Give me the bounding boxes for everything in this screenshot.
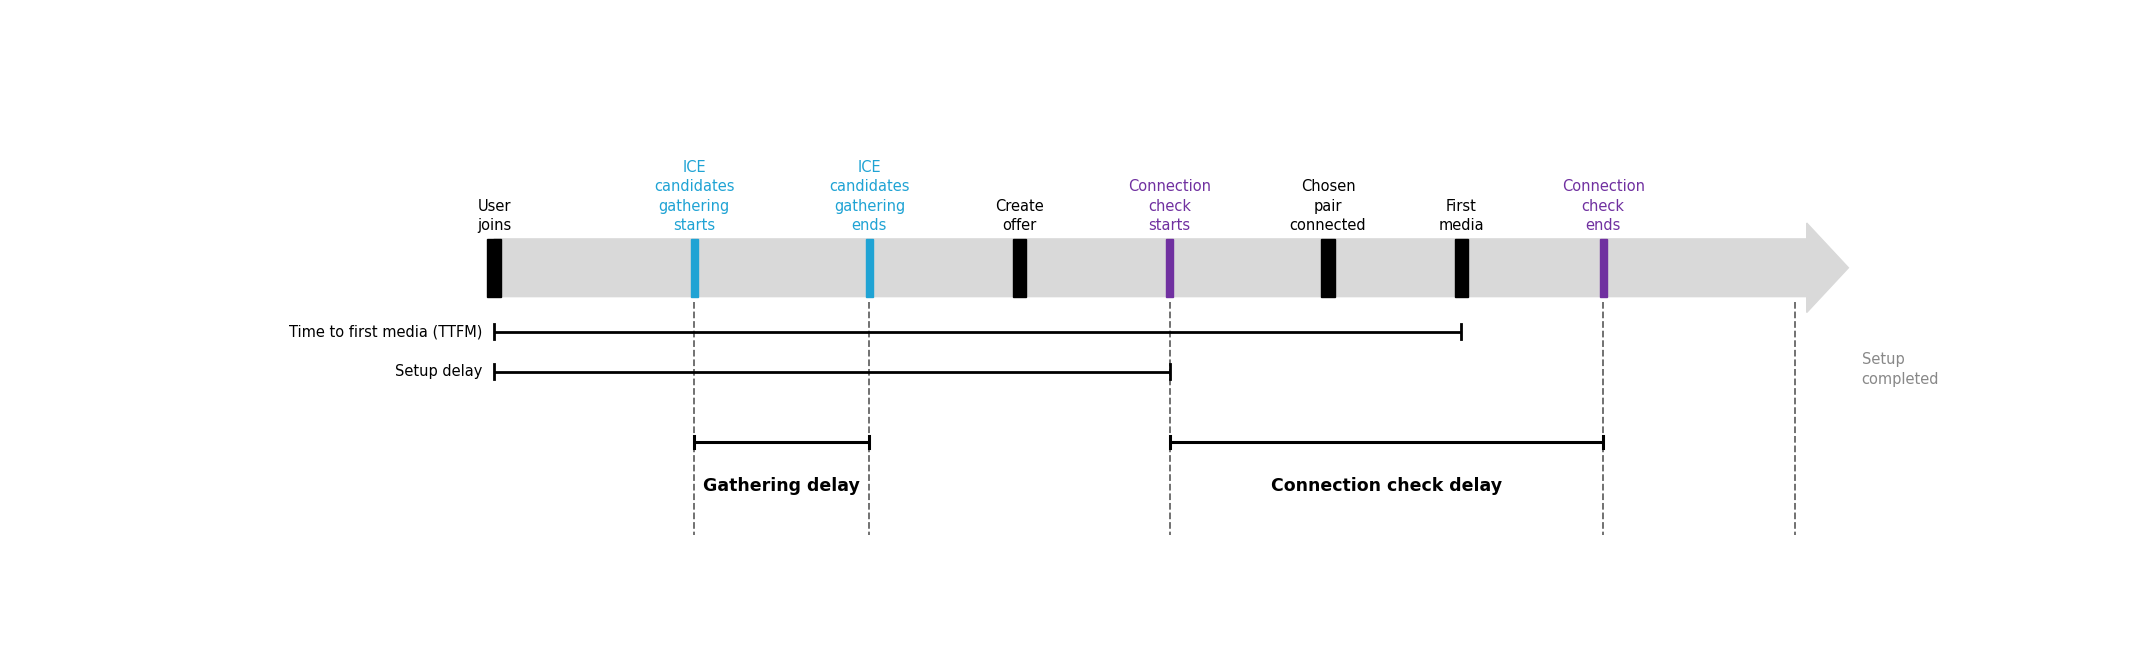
Text: ICE
candidates
gathering
starts: ICE candidates gathering starts: [654, 160, 734, 233]
FancyArrow shape: [495, 223, 1849, 312]
Bar: [1166, 239, 1173, 297]
Text: Setup delay: Setup delay: [396, 364, 482, 379]
Text: Create
offer: Create offer: [994, 199, 1044, 233]
Text: Connection check delay: Connection check delay: [1272, 477, 1502, 496]
Text: Connection
check
starts: Connection check starts: [1128, 179, 1212, 233]
Bar: [1455, 239, 1468, 297]
Text: Time to first media (TTFM): Time to first media (TTFM): [288, 324, 482, 339]
Bar: [691, 239, 697, 297]
Bar: [1014, 239, 1027, 297]
Bar: [865, 239, 874, 297]
Bar: [489, 239, 501, 297]
Text: User
joins: User joins: [478, 199, 512, 233]
Bar: [1321, 239, 1334, 297]
Bar: [1599, 239, 1608, 297]
Text: ICE
candidates
gathering
ends: ICE candidates gathering ends: [829, 160, 910, 233]
Text: First
media: First media: [1440, 199, 1485, 233]
Text: Chosen
pair
connected: Chosen pair connected: [1289, 179, 1367, 233]
Text: Connection
check
ends: Connection check ends: [1562, 179, 1644, 233]
Text: Gathering delay: Gathering delay: [704, 477, 861, 496]
Text: Setup
completed: Setup completed: [1861, 352, 1939, 387]
